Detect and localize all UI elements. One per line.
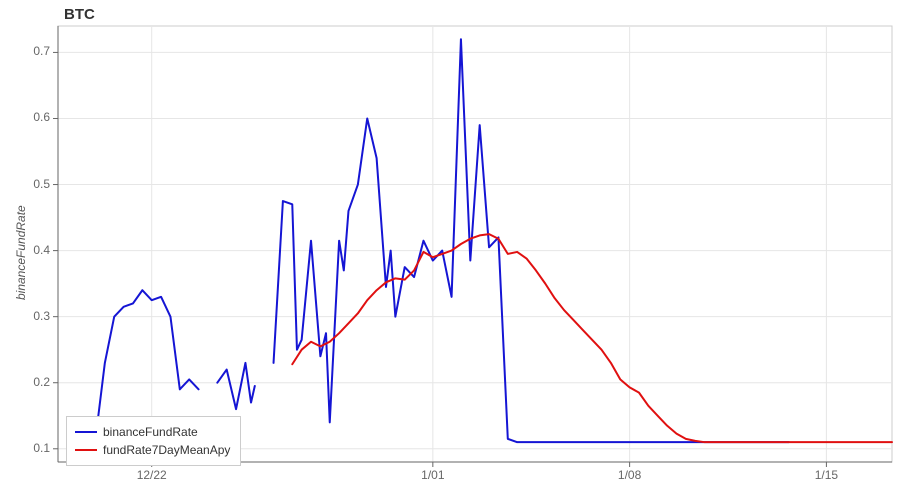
x-tick-label: 1/01 [408,468,458,482]
legend-swatch [75,449,97,451]
x-tick-label: 1/15 [801,468,851,482]
plot-border [58,26,892,462]
x-tick-label: 1/08 [605,468,655,482]
legend-item: binanceFundRate [75,423,230,441]
y-tick-label: 0.7 [18,44,50,58]
series-line-fundRate7DayMeanApy [292,234,892,442]
y-tick-label: 0.3 [18,309,50,323]
legend-item: fundRate7DayMeanApy [75,441,230,459]
legend-label: binanceFundRate [103,425,198,439]
y-tick-label: 0.5 [18,177,50,191]
y-tick-label: 0.6 [18,110,50,124]
chart-container: BTC binanceFundRate binanceFundRate fundR… [0,0,900,500]
series-line-binanceFundRate [274,39,789,442]
y-tick-label: 0.1 [18,441,50,455]
chart-title: BTC [64,6,95,23]
y-tick-label: 0.4 [18,243,50,257]
x-tick-label: 12/22 [127,468,177,482]
legend-label: fundRate7DayMeanApy [103,443,230,457]
legend: binanceFundRate fundRate7DayMeanApy [66,416,241,466]
series-line-binanceFundRate [217,363,254,409]
y-tick-label: 0.2 [18,375,50,389]
legend-swatch [75,431,97,433]
